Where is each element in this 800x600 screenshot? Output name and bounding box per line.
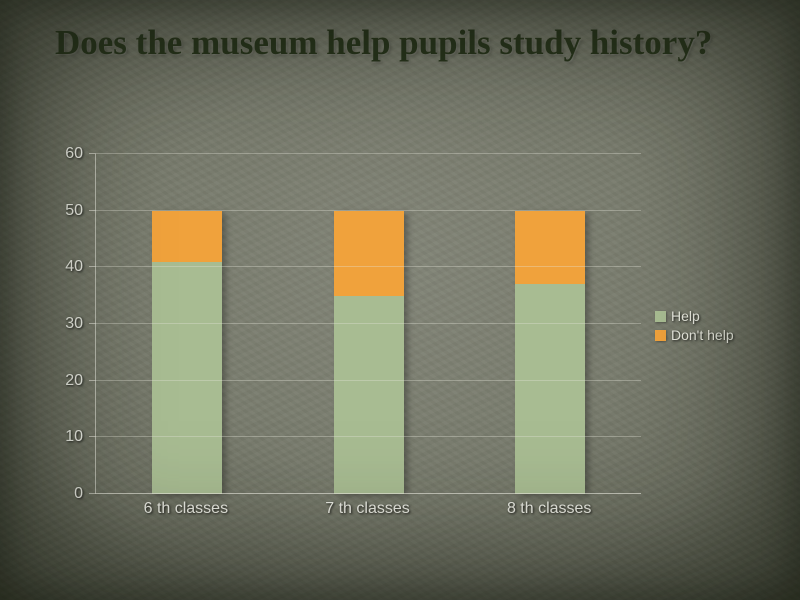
stacked-bar-6-th-classes bbox=[151, 210, 222, 494]
y-tick-mark bbox=[89, 436, 96, 438]
gridline bbox=[96, 153, 641, 154]
gridline bbox=[96, 379, 641, 381]
bar-segment-help bbox=[515, 284, 586, 494]
bar-segment-don-t-help bbox=[333, 210, 404, 296]
bar-segment-help bbox=[151, 261, 222, 494]
legend-marker-don-t-help bbox=[655, 329, 666, 341]
y-tick-mark bbox=[89, 379, 96, 381]
slide-title: Does the museum help pupils study histor… bbox=[55, 23, 713, 62]
gridline bbox=[96, 436, 641, 438]
legend-item-help: Help bbox=[655, 308, 734, 324]
legend-marker-help bbox=[655, 310, 666, 322]
y-tick-mark bbox=[89, 209, 96, 211]
y-tick-label: 0 bbox=[74, 485, 83, 502]
gridline bbox=[96, 323, 641, 324]
bar-segment-don-t-help bbox=[515, 210, 586, 285]
legend: Help Don't help bbox=[655, 308, 734, 343]
bar-cell-6-th-classes bbox=[96, 210, 278, 494]
bar-cell-8-th-classes bbox=[459, 210, 641, 494]
stacked-bar-chart: 0 10 20 30 40 50 60 6 th classes 7 th classes 8 … bbox=[55, 140, 755, 570]
legend-label: Don't help bbox=[671, 327, 734, 343]
stacked-bar-8-th-classes bbox=[515, 210, 586, 494]
bars-row bbox=[96, 154, 641, 494]
y-tick-mark bbox=[89, 266, 96, 268]
y-tick-label: 10 bbox=[65, 428, 83, 446]
bar-segment-help bbox=[333, 295, 404, 494]
y-tick-label: 30 bbox=[65, 315, 83, 332]
legend-item-don-t-help: Don't help bbox=[655, 327, 734, 343]
plot-area bbox=[89, 153, 641, 494]
y-tick-label: 20 bbox=[65, 371, 83, 389]
bar-cell-7-th-classes bbox=[278, 210, 460, 494]
x-category-label: 6 th classes bbox=[143, 500, 229, 517]
x-category-label: 8 th classes bbox=[506, 500, 592, 517]
y-tick-mark bbox=[89, 493, 96, 494]
y-tick-label: 50 bbox=[65, 201, 83, 219]
y-axis: 0 10 20 30 40 50 60 bbox=[55, 145, 89, 502]
gridline bbox=[96, 209, 641, 211]
y-tick-mark bbox=[89, 323, 96, 324]
y-tick-mark bbox=[89, 153, 96, 154]
x-category-label: 7 th classes bbox=[325, 500, 410, 517]
y-tick-label: 60 bbox=[65, 145, 83, 162]
stacked-bar-7-th-classes bbox=[333, 210, 404, 494]
x-axis-labels: 6 th classes 7 th classes 8 th classes bbox=[95, 500, 640, 518]
gridline bbox=[96, 266, 641, 268]
legend-label: Help bbox=[671, 308, 700, 324]
gridline bbox=[96, 493, 641, 494]
bar-segment-don-t-help bbox=[151, 210, 222, 262]
y-tick-label: 40 bbox=[65, 258, 83, 276]
